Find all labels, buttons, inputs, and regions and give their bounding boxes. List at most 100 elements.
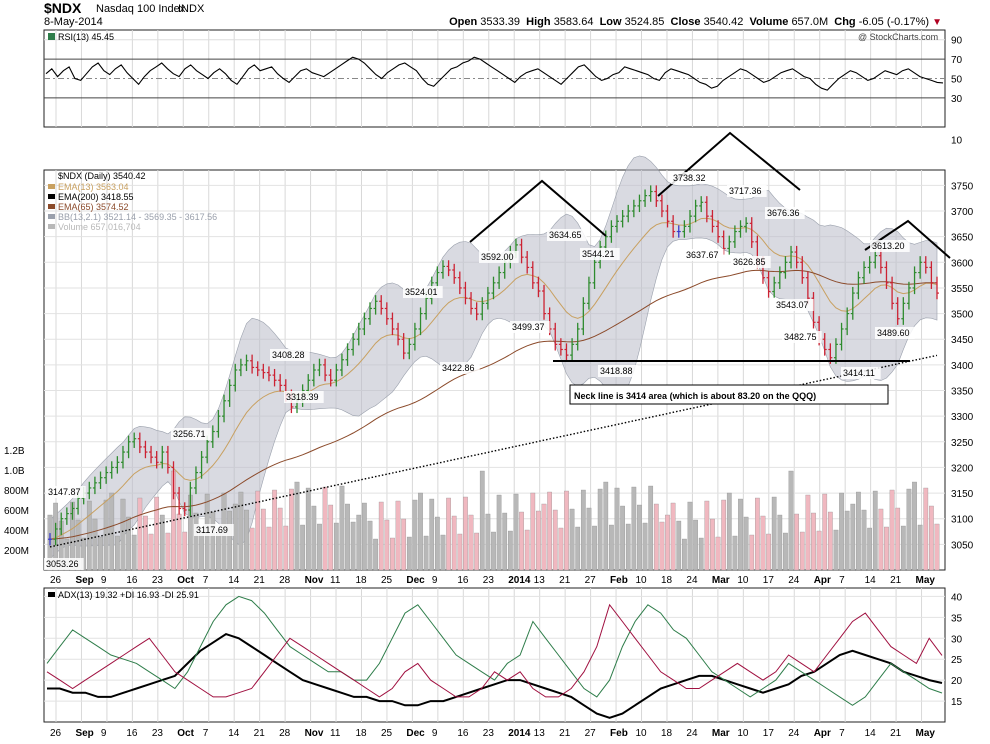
volume-bar	[356, 514, 362, 571]
price-legend-swatch	[48, 214, 55, 219]
volume-bar	[485, 513, 491, 571]
adx-x-tick-label: Nov	[305, 728, 324, 739]
volume-bar	[788, 470, 794, 571]
volume-bar	[900, 525, 906, 571]
adx-x-tick-label: 23	[483, 728, 495, 739]
rsi-y-tick-label: 50	[951, 75, 963, 86]
annotation-bg	[598, 365, 638, 377]
volume-bar	[435, 516, 440, 571]
rsi-y-tick-label: 70	[951, 55, 963, 66]
volume-bar	[154, 496, 160, 571]
price-x-tick-label: 26	[50, 575, 62, 586]
price-x-tick-label: 24	[686, 575, 698, 586]
annotation-bg	[580, 248, 620, 260]
rsi-y-tick-label: 30	[951, 94, 963, 105]
price-y-tick-label: 3550	[951, 284, 974, 295]
adx-panel-frame	[43, 587, 946, 723]
annotation-bg	[194, 524, 234, 536]
adx-x-tick-label: May	[916, 728, 936, 739]
volume-bar	[468, 514, 474, 571]
price-legend-swatch	[48, 224, 55, 229]
adx-x-tick-label: 2014	[508, 728, 531, 739]
volume-bar	[255, 490, 261, 571]
adx-x-tick-label: 23	[152, 728, 164, 739]
volume-bar	[507, 530, 513, 571]
volume-bar	[637, 504, 642, 571]
price-y-tick-label: 3200	[951, 463, 974, 474]
price-x-tick-label: Nov	[305, 575, 324, 586]
volume-bar	[451, 515, 457, 571]
volume-bar	[165, 532, 171, 571]
volume-bar	[328, 504, 334, 571]
annotation-bg	[684, 249, 724, 261]
volume-bar	[249, 527, 255, 571]
volume-bar	[569, 508, 575, 571]
adx-x-tick-label: 16	[457, 728, 469, 739]
volume-bar	[811, 512, 816, 571]
ema65-line	[49, 269, 938, 540]
volume-bar	[861, 509, 867, 571]
annotation-bg	[547, 229, 587, 241]
volume-bar	[148, 533, 154, 571]
adx-x-tick-label: 21	[890, 728, 902, 739]
adx-x-tick-label: Mar	[712, 728, 730, 739]
adx-y-tick-label: 15	[951, 697, 963, 708]
volume-bar	[137, 497, 143, 571]
volume-bar	[659, 521, 665, 571]
volume-bar	[726, 492, 732, 571]
volume-bar	[120, 498, 126, 571]
price-annotation-label: 3544.21	[582, 249, 615, 259]
volume-bar	[300, 524, 305, 571]
volume-bar	[799, 531, 805, 571]
volume-bar	[676, 520, 682, 571]
annotation-bg	[765, 207, 805, 219]
volume-bar	[614, 487, 620, 571]
volume-bar	[738, 498, 743, 571]
price-x-tick-label: 21	[890, 575, 902, 586]
price-x-tick-label: 21	[254, 575, 266, 586]
volume-bar	[193, 512, 199, 571]
rsi-legend-label: RSI(13) 45.45	[58, 32, 114, 42]
volume-bar	[491, 531, 496, 571]
volume-bar	[721, 499, 727, 571]
price-x-tick-label: 24	[788, 575, 800, 586]
adx-x-tick-label: 18	[355, 728, 367, 739]
price-y-tick-label: 3400	[951, 361, 974, 372]
adx-x-tick-label: 27	[585, 728, 597, 739]
price-x-tick-label: 11	[330, 575, 341, 586]
chart-header: $NDX Nasdaq 100 Index INDX 8-May-2014 Op…	[0, 0, 990, 30]
volume-bar	[474, 532, 480, 571]
adx-series-line	[46, 603, 943, 698]
annotation-bg	[171, 428, 211, 440]
price-x-tick-label: 23	[152, 575, 164, 586]
volume-bar	[552, 509, 558, 571]
open-value: 3533.39	[480, 16, 521, 28]
price-y-tick-label: 3050	[951, 540, 974, 551]
price-annotation-label: 3318.39	[286, 392, 319, 402]
volume-bar	[889, 489, 895, 571]
price-legend-item: BB(13,2.1) 3521.14 - 3569.35 - 3617.56	[58, 212, 217, 222]
volume-bar	[210, 511, 216, 571]
volume-bar	[333, 522, 339, 571]
price-legend-item: EMA(200) 3418.55	[58, 192, 134, 202]
volume-bar	[558, 527, 564, 571]
volume-bar	[143, 515, 148, 571]
chg-label: Chg	[834, 16, 856, 28]
adx-y-tick-label: 30	[951, 634, 963, 645]
price-annotation-label: 3543.07	[776, 300, 809, 310]
price-annotation-label: 3489.60	[877, 328, 910, 338]
volume-bar	[317, 523, 322, 571]
adx-x-tick-label: 28	[279, 728, 291, 739]
volume-bar	[547, 491, 552, 571]
annotation-bg	[510, 321, 550, 333]
annotation-bg	[403, 286, 443, 298]
volume-bar	[126, 516, 131, 571]
price-legend-title: $NDX (Daily) 3540.42	[58, 171, 146, 181]
volume-bar	[586, 507, 592, 571]
adx-x-tick-label: 25	[381, 728, 393, 739]
adx-x-tick-label: 10	[737, 728, 749, 739]
close-label: Close	[670, 16, 701, 28]
price-y-tick-label: 3650	[951, 233, 974, 244]
volume-bar	[867, 527, 872, 571]
